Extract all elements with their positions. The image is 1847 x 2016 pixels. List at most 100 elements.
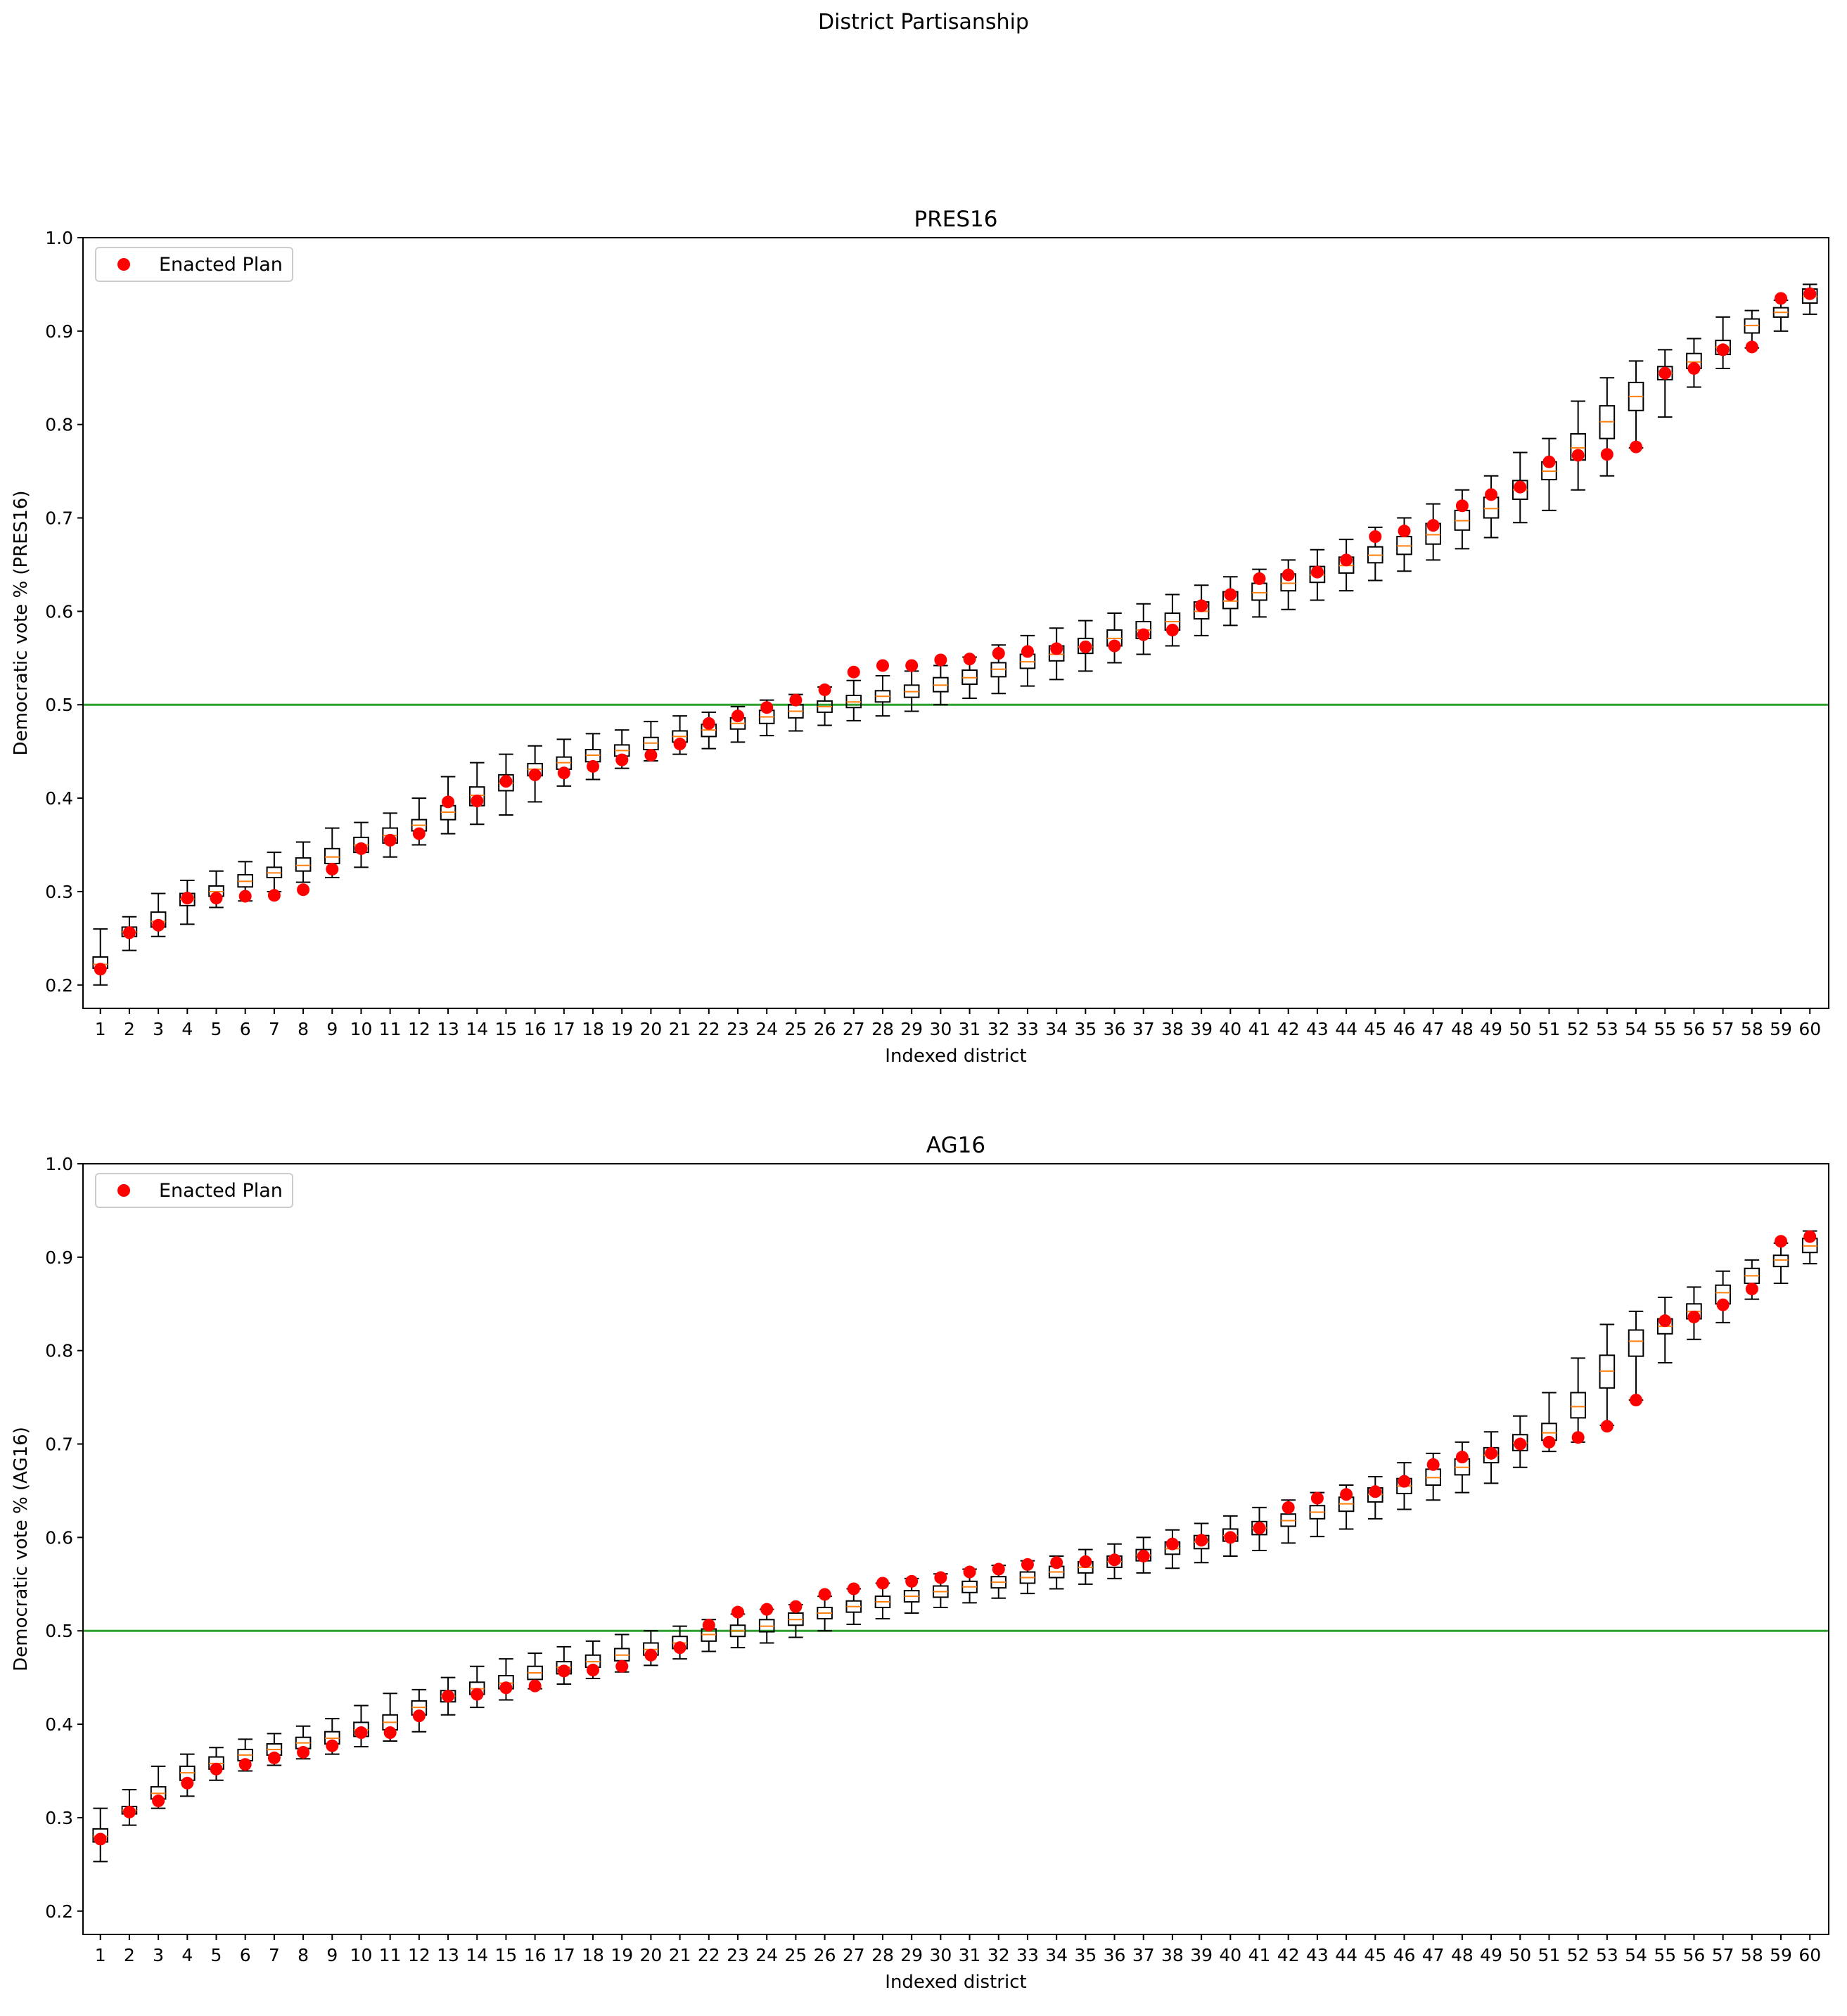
ag16-box-district-53	[1599, 1323, 1616, 1426]
ag16-point-district-24	[760, 1603, 774, 1616]
ag16-point-district-40	[1224, 1531, 1237, 1544]
ag16-xtick-label: 43	[1306, 1945, 1329, 1965]
pres16-xtick-label: 54	[1625, 1019, 1647, 1039]
ag16-point-district-36	[1108, 1553, 1121, 1567]
pres16-xtick-label: 37	[1132, 1019, 1155, 1039]
pres16-box-district-40	[1222, 576, 1239, 627]
ag16-xtick-label: 33	[1016, 1945, 1039, 1965]
pres16-point-district-27	[847, 665, 860, 679]
pres16-point-district-49	[1485, 488, 1498, 501]
pres16-xtick-label: 49	[1480, 1019, 1502, 1039]
pres16-point-district-20	[644, 748, 658, 762]
pres16-xtick-label: 48	[1451, 1019, 1474, 1039]
ag16-point-district-42	[1282, 1501, 1295, 1514]
pres16-xtick-label: 32	[988, 1019, 1010, 1039]
ag16-xtick-label: 20	[640, 1945, 663, 1965]
pres16-box-district-47	[1425, 503, 1441, 561]
pres16-point-district-57	[1716, 343, 1730, 357]
pres16-point-district-5	[210, 892, 223, 905]
pres16-xlabel: Indexed district	[885, 1046, 1026, 1067]
pres16-point-district-16	[528, 768, 542, 781]
ag16-xtick-label: 23	[727, 1945, 749, 1965]
ag16-xtick-label: 38	[1161, 1945, 1184, 1965]
pres16-xtick-label: 9	[326, 1019, 338, 1039]
ag16-xtick-label: 35	[1074, 1945, 1097, 1965]
pres16-point-district-13	[442, 795, 455, 809]
pres16-ytick-label: 1.0	[45, 228, 73, 248]
ag16-point-district-11	[383, 1726, 397, 1740]
pres16-xtick-label: 15	[495, 1019, 518, 1039]
ag16-xtick-label: 51	[1538, 1945, 1561, 1965]
pres16-xtick-label: 44	[1335, 1019, 1357, 1039]
ag16-xtick-label: 47	[1422, 1945, 1445, 1965]
ag16-xtick-label: 22	[698, 1945, 720, 1965]
ag16-box-district-55	[1656, 1296, 1673, 1363]
pres16-point-district-35	[1079, 640, 1092, 653]
pres16-point-district-2	[122, 926, 136, 939]
ag16-point-district-28	[876, 1577, 889, 1590]
pres16-point-district-11	[383, 833, 397, 847]
ag16-xtick-label: 39	[1190, 1945, 1213, 1965]
ag16-point-district-13	[442, 1690, 455, 1703]
ag16-point-district-52	[1571, 1431, 1585, 1444]
ag16-point-district-43	[1310, 1491, 1324, 1505]
pres16-xtick-label: 30	[929, 1019, 952, 1039]
box-iqr	[1628, 1329, 1644, 1357]
pres16-point-district-39	[1195, 599, 1208, 612]
pres16-box-district-29	[903, 670, 920, 712]
pres16-point-district-51	[1542, 455, 1556, 468]
pres16-point-district-36	[1108, 639, 1121, 653]
ag16-xtick-label: 12	[408, 1945, 430, 1965]
ag16-point-district-26	[818, 1588, 831, 1601]
pres16-xtick-label: 38	[1161, 1019, 1184, 1039]
pres16-point-district-12	[412, 827, 426, 840]
pres16-xtick-label: 22	[698, 1019, 720, 1039]
pres16-point-district-34	[1050, 642, 1063, 655]
ag16-point-district-8	[297, 1745, 310, 1759]
ag16-xtick-label: 28	[871, 1945, 894, 1965]
ag16-ytick-label: 0.4	[45, 1714, 73, 1735]
ag16-point-district-41	[1253, 1522, 1266, 1535]
pres16-xtick-label: 41	[1248, 1019, 1271, 1039]
ag16-xtick-label: 16	[524, 1945, 547, 1965]
ag16-xtick-label: 5	[211, 1945, 222, 1965]
ag16-point-district-20	[644, 1648, 658, 1662]
pres16-box-district-19	[613, 729, 630, 769]
ag16-box-district-10	[353, 1704, 369, 1747]
pres16-box-district-35	[1078, 619, 1094, 672]
pres16-xtick-label: 51	[1538, 1019, 1561, 1039]
pres16-xtick-label: 18	[582, 1019, 604, 1039]
pres16-xtick-label: 26	[814, 1019, 836, 1039]
ag16-point-district-39	[1195, 1534, 1208, 1547]
pres16-box-district-49	[1483, 475, 1500, 539]
pres16-box-district-33	[1019, 634, 1036, 687]
figure-title: District Partisanship	[818, 10, 1029, 34]
pres16-xtick-label: 53	[1596, 1019, 1618, 1039]
pres16-xtick-label: 16	[524, 1019, 547, 1039]
ag16-point-district-22	[702, 1619, 715, 1632]
pres16-point-district-37	[1137, 628, 1150, 641]
ag16-point-district-30	[934, 1571, 947, 1584]
ag16-axes-frame	[82, 1163, 1829, 1935]
pres16-xtick-label: 23	[727, 1019, 749, 1039]
ag16-point-district-9	[326, 1739, 339, 1752]
pres16-box-district-28	[874, 675, 891, 717]
pres16-box-district-38	[1164, 593, 1181, 647]
ag16-box-district-23	[729, 1613, 746, 1649]
pres16-xtick-label: 12	[408, 1019, 430, 1039]
ag16-point-district-21	[673, 1641, 686, 1655]
pres16-point-district-40	[1224, 588, 1237, 601]
pres16-point-district-25	[789, 693, 803, 707]
ag16-xtick-label: 21	[669, 1945, 691, 1965]
ag16-point-district-49	[1485, 1446, 1498, 1460]
pres16-ytick-label: 0.9	[45, 321, 73, 342]
pres16-point-district-23	[731, 710, 745, 723]
ag16-xtick-label: 26	[814, 1945, 836, 1965]
pres16-xtick-label: 28	[871, 1019, 894, 1039]
ag16-xtick-label: 40	[1219, 1945, 1241, 1965]
ag16-xtick-label: 48	[1451, 1945, 1474, 1965]
ag16-ytick-label: 1.0	[45, 1154, 73, 1174]
pres16-title: PRES16	[914, 207, 998, 232]
pres16-xtick-label: 35	[1074, 1019, 1097, 1039]
